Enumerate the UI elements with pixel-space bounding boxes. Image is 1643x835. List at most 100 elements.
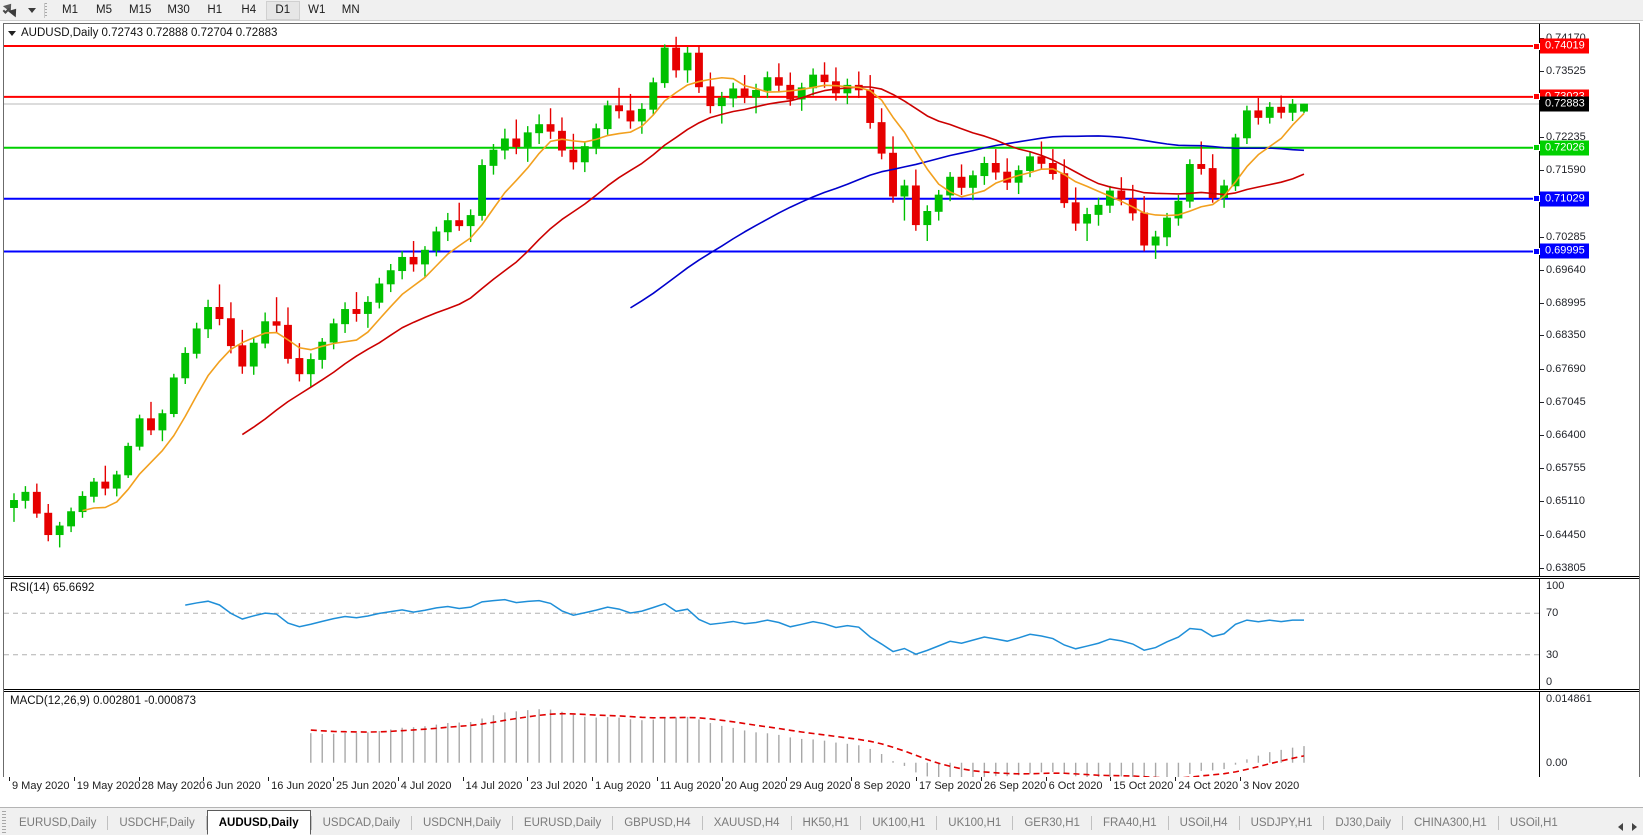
candle-body	[352, 309, 361, 314]
price-level-tag-support[interactable]: 0.72026	[1533, 140, 1589, 156]
candle-body	[67, 511, 76, 527]
tab-divider	[511, 816, 513, 830]
chart-tab-uk100-h1[interactable]: UK100,H1	[948, 817, 1002, 829]
chart-tab-ger30-h1[interactable]: GER30,H1	[1024, 817, 1080, 829]
timeframe-m5[interactable]: M5	[96, 4, 112, 16]
candle-body	[1242, 110, 1251, 139]
tab-divider	[107, 816, 109, 830]
candle-body	[832, 81, 840, 94]
timeframe-m30[interactable]: M30	[167, 4, 190, 16]
candle-body	[489, 149, 498, 166]
candle-body	[752, 89, 760, 98]
date-axis-label: 15 Oct 2020	[1113, 780, 1174, 792]
chart-area[interactable]: AUDUSD,Daily 0.72743 0.72888 0.72704 0.7…	[3, 23, 1640, 795]
timeframe-w1[interactable]: W1	[308, 4, 326, 16]
date-axis-tick	[203, 777, 205, 781]
candle-body	[1083, 214, 1092, 224]
rsi-axis[interactable]: 100 70 30 0	[1539, 579, 1639, 689]
chart-tab-dj30-daily[interactable]: DJ30,Daily	[1335, 817, 1391, 829]
level-handle[interactable]	[1533, 247, 1540, 255]
level-handle[interactable]	[1533, 42, 1540, 50]
timeframe-m1[interactable]: M1	[62, 4, 78, 16]
level-handle[interactable]	[1533, 144, 1540, 152]
candle-body	[535, 124, 544, 134]
candle-body	[363, 301, 372, 314]
cursor-arrows-icon[interactable]	[2, 0, 23, 18]
tabbar-grip[interactable]	[2, 811, 6, 833]
chart-tab-usdjpy-h1[interactable]: USDJPY,H1	[1250, 817, 1313, 829]
date-axis-label: 23 Jul 2020	[530, 780, 588, 792]
chart-tab-eurusd-daily[interactable]: EURUSD,Daily	[523, 817, 602, 829]
price-level-tag-support[interactable]: 0.71029	[1533, 191, 1589, 207]
candle-body	[1060, 173, 1069, 204]
price-level-tag-support[interactable]: 0.69995	[1533, 243, 1589, 259]
candle-body	[523, 132, 532, 147]
timeframe-d1[interactable]: D1	[265, 0, 300, 20]
candle-body	[729, 88, 738, 99]
price-axis[interactable]: 0.741700.735250.722350.715900.709350.702…	[1533, 24, 1639, 576]
toolbar-grip[interactable]	[44, 2, 47, 18]
level-handle[interactable]	[1533, 93, 1540, 101]
chevron-down-icon[interactable]	[28, 7, 36, 13]
price-axis-label: 0.66400	[1546, 429, 1586, 442]
chart-tab-uk100-h1[interactable]: UK100,H1	[872, 817, 926, 829]
candle-body	[101, 481, 110, 489]
collapse-caret-icon[interactable]	[8, 30, 16, 36]
candle-body	[797, 87, 806, 100]
timeframe-m15[interactable]: M15	[129, 4, 152, 16]
chart-tab-china300-h1[interactable]: CHINA300,H1	[1413, 817, 1487, 829]
chart-tab-usdcad-daily[interactable]: USDCAD,Daily	[322, 817, 400, 829]
level-handle[interactable]	[1533, 195, 1540, 203]
tab-divider	[1401, 816, 1403, 830]
timeframe-h1[interactable]: H1	[207, 4, 223, 16]
candle-body	[386, 270, 395, 285]
candle-body	[512, 138, 521, 147]
chart-tab-usoil-h1[interactable]: USOil,H1	[1509, 817, 1558, 829]
date-axis-label: 14 Jul 2020	[465, 780, 523, 792]
candle-body	[375, 283, 384, 303]
date-axis-tick	[721, 777, 723, 781]
chart-tab-usoil-h4[interactable]: USOil,H4	[1179, 817, 1228, 829]
scroll-left-icon[interactable]	[1618, 823, 1623, 831]
candle-body	[158, 413, 167, 431]
toolbar-icon-group[interactable]	[0, 0, 40, 18]
chart-tab-usdcnh-daily[interactable]: USDCNH,Daily	[422, 817, 501, 829]
candle-body	[306, 359, 315, 375]
pane-divider-rsi[interactable]	[4, 576, 1639, 579]
price-pane[interactable]: AUDUSD,Daily 0.72743 0.72888 0.72704 0.7…	[4, 24, 1639, 576]
chart-tab-gbpusd-h4[interactable]: GBPUSD,H4	[624, 817, 691, 829]
chart-tab-hk50-h1[interactable]: HK50,H1	[802, 817, 850, 829]
chart-tab-usdchf-daily[interactable]: USDCHF,Daily	[119, 817, 195, 829]
pane-divider-macd[interactable]	[4, 689, 1639, 692]
timeframe-mn[interactable]: MN	[341, 4, 360, 16]
price-axis-tick	[1540, 468, 1544, 469]
price-axis-tick	[1540, 236, 1544, 238]
chart-tab-bar: EURUSD,Daily USDCHF,Daily AUDUSD,Daily USDC…	[0, 807, 1643, 835]
date-axis-tick	[1110, 777, 1112, 781]
chart-tab-xauusd-h4[interactable]: XAUUSD,H4	[713, 817, 780, 829]
chart-header: AUDUSD,Daily 0.72743 0.72888 0.72704 0.7…	[8, 27, 277, 39]
ma-fast-line	[82, 76, 1305, 512]
date-axis-label: 1 Aug 2020	[595, 780, 651, 792]
candle-body	[786, 84, 795, 100]
scroll-right-icon[interactable]	[1632, 823, 1637, 831]
date-axis-tick	[980, 777, 982, 781]
candle-body	[455, 220, 464, 227]
candle-body	[318, 341, 327, 360]
candle-body	[980, 162, 989, 177]
chart-tab-eurusd-daily[interactable]: EURUSD,Daily	[19, 817, 97, 829]
price-level-tag-current-price[interactable]: 0.72883	[1540, 96, 1589, 112]
candle-body	[991, 162, 1000, 173]
price-level-tag-resistance[interactable]: 0.74019	[1533, 38, 1589, 54]
price-axis-label: 0.71590	[1546, 164, 1586, 177]
date-axis-label: 17 Sep 2020	[919, 780, 982, 792]
tab-scroll-controls[interactable]	[1618, 823, 1637, 831]
price-axis-label: 0.65110	[1546, 494, 1585, 507]
date-axis[interactable]: 9 May 2020 19 May 2020 28 May 2020 6 Jun 20…	[3, 777, 1640, 797]
timeframe-h4[interactable]: H4	[241, 4, 257, 16]
chart-tab-fra40-h1[interactable]: FRA40,H1	[1102, 817, 1157, 829]
chart-tab-audusd-daily[interactable]: AUDUSD,Daily	[206, 810, 311, 835]
rsi-pane[interactable]: RSI(14) 65.6692 100 70 30 0	[4, 579, 1639, 689]
candle-body	[820, 74, 829, 83]
price-axis-tick	[1540, 170, 1544, 172]
